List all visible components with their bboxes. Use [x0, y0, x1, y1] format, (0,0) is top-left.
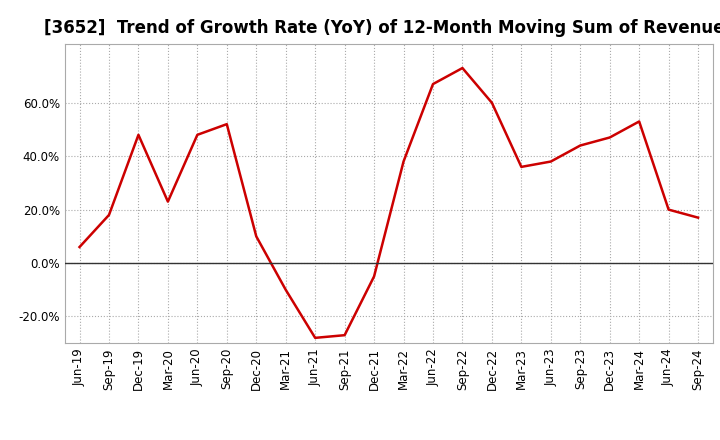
Title: [3652]  Trend of Growth Rate (YoY) of 12-Month Moving Sum of Revenues: [3652] Trend of Growth Rate (YoY) of 12-…	[44, 19, 720, 37]
